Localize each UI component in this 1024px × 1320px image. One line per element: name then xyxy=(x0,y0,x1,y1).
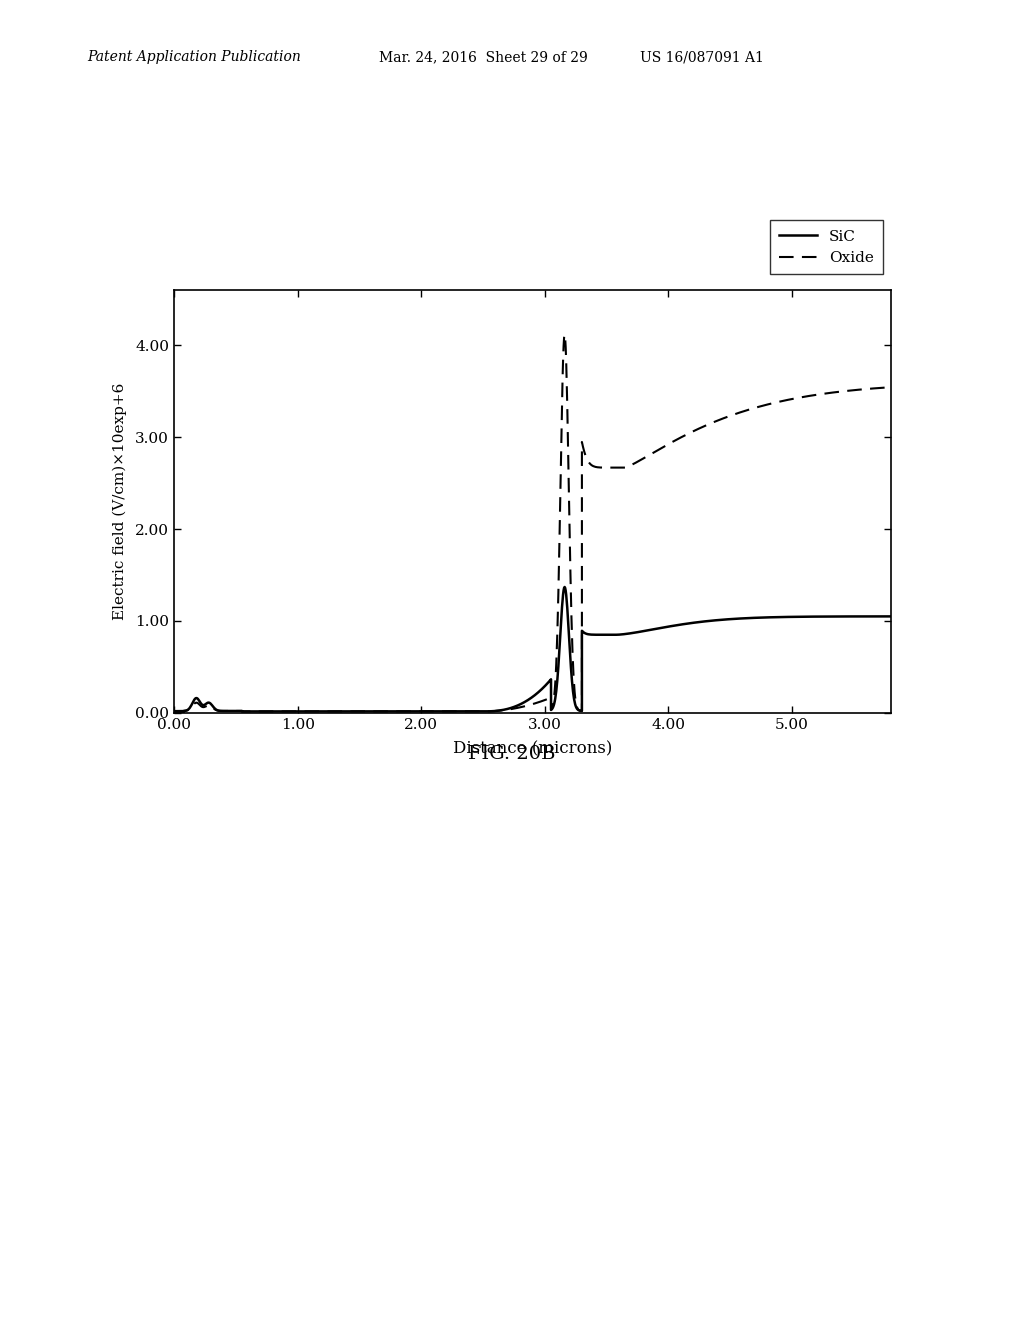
Line: Oxide: Oxide xyxy=(174,334,891,711)
Oxide xyxy=(596,459,608,475)
SiC xyxy=(558,579,570,595)
Oxide xyxy=(168,704,180,719)
SiC xyxy=(680,616,692,632)
Text: Patent Application Publication: Patent Application Publication xyxy=(87,50,301,65)
SiC xyxy=(885,609,897,624)
Text: Mar. 24, 2016  Sheet 29 of 29: Mar. 24, 2016 Sheet 29 of 29 xyxy=(379,50,588,65)
Oxide xyxy=(885,379,897,395)
Oxide xyxy=(698,418,711,434)
Oxide xyxy=(597,459,609,475)
Legend: SiC, Oxide: SiC, Oxide xyxy=(770,220,884,275)
SiC xyxy=(299,704,311,719)
X-axis label: Distance (microns): Distance (microns) xyxy=(453,741,612,756)
Oxide xyxy=(727,407,739,422)
Oxide xyxy=(236,704,248,719)
Oxide xyxy=(558,326,570,342)
SiC xyxy=(723,611,735,627)
Y-axis label: Electric field (V/cm)×10exp+6: Electric field (V/cm)×10exp+6 xyxy=(113,383,127,620)
SiC xyxy=(341,704,353,719)
Oxide xyxy=(550,667,562,682)
SiC xyxy=(337,704,349,719)
Oxide xyxy=(854,381,866,397)
Line: SiC: SiC xyxy=(174,587,891,711)
Text: US 16/087091 A1: US 16/087091 A1 xyxy=(640,50,764,65)
SiC xyxy=(701,614,714,630)
SiC xyxy=(168,704,180,719)
Text: FIG. 20B: FIG. 20B xyxy=(468,744,556,763)
